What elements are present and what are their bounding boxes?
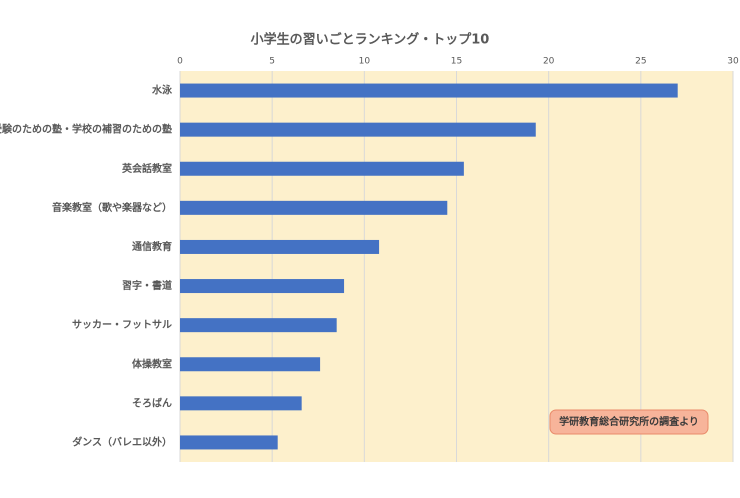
x-tick-label: 0 [177,57,183,67]
bar [180,161,464,176]
x-tick-label: 15 [451,57,462,67]
annotation: 学研教育総合研究所の調査より [559,415,699,428]
y-tick-label: 受験のための塾・学校の補習のための塾 [0,123,172,136]
y-tick-label: 習字・書道 [122,279,172,292]
bar [180,239,380,254]
x-tick-label: 20 [543,57,555,67]
y-tick-label: 英会話教室 [121,162,172,175]
y-tick-label: そろばん [132,396,172,409]
x-tick-label: 5 [269,57,275,67]
bar [180,396,302,411]
bar [180,200,448,215]
annotation-box [549,409,709,435]
y-tick-label: 音楽教室（歌や楽器など） [52,201,172,214]
y-tick-label: ダンス（バレエ以外） [72,435,172,448]
bar [180,435,278,450]
bar [180,279,345,294]
bar [180,83,678,98]
x-tick-label: 10 [359,57,371,67]
x-tick-label: 25 [635,57,646,67]
y-tick-label: 通信教育 [132,240,172,253]
bar [180,357,321,372]
bar [180,122,536,137]
x-tick-label: 30 [727,57,739,67]
y-tick-label: 体操教室 [132,357,172,370]
bar [180,318,337,333]
y-tick-label: 水泳 [151,84,173,97]
chart-title: 小学生の習いごとランキング・トップ10 [251,32,490,48]
y-tick-label: サッカー・フットサル [72,319,172,331]
